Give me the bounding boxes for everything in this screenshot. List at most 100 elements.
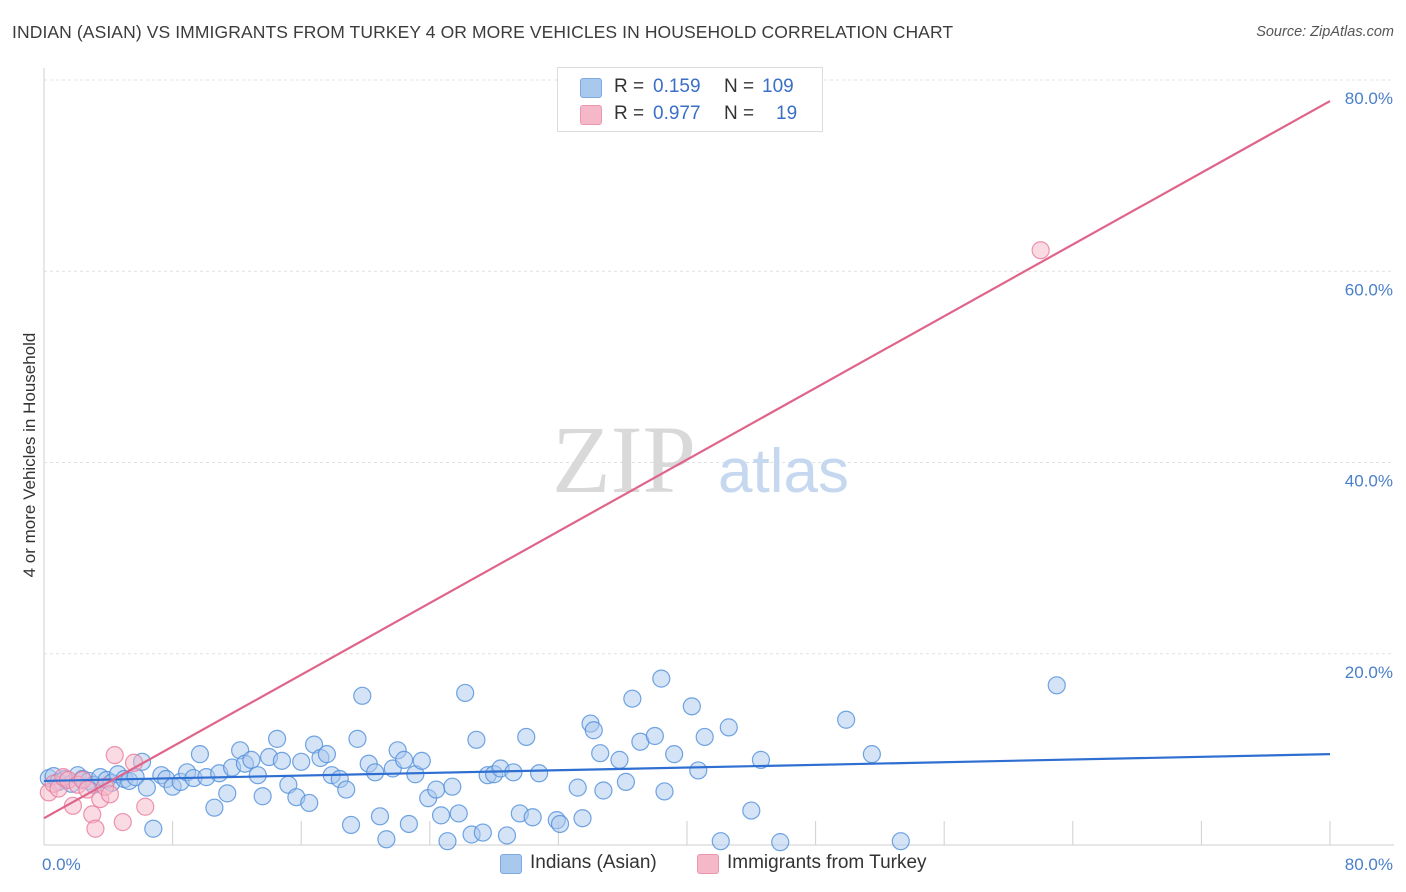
indians-point	[652, 669, 671, 688]
tick-labels: 20.0% 40.0% 60.0% 80.0% 0.0% 80.0%	[42, 89, 1393, 874]
indians-point	[655, 782, 674, 801]
y-tick-label: 80.0%	[1345, 89, 1393, 108]
indians-point	[137, 778, 156, 797]
indians-point	[144, 819, 163, 838]
indians-point	[412, 751, 431, 770]
indians-point	[353, 686, 372, 705]
indians-point	[456, 683, 475, 703]
stats-r-value: 0.977	[653, 103, 701, 124]
indians-point	[267, 729, 287, 748]
indians-point	[837, 710, 856, 729]
legend-swatch-turkey	[697, 854, 719, 874]
indians-point	[337, 780, 356, 799]
stats-r-value: 0.159	[653, 76, 701, 97]
indians-point	[394, 750, 414, 769]
indians-point	[218, 784, 237, 803]
x-tick-label: 0.0%	[42, 855, 81, 874]
trend-lines	[43, 100, 1331, 820]
stats-n-label: N =	[724, 76, 755, 97]
indians-point	[497, 826, 517, 845]
indians-point	[449, 804, 468, 823]
indians-point	[473, 823, 492, 842]
indians-point	[891, 832, 910, 851]
indians-point	[616, 772, 636, 791]
indians-point	[205, 798, 224, 817]
indians-point	[190, 745, 210, 764]
indians-point	[695, 727, 714, 747]
indians-trend-line	[43, 753, 1331, 783]
indians-point	[665, 745, 684, 764]
indians-point	[272, 751, 292, 770]
turkey-trend-line	[43, 100, 1331, 820]
y-tick-label: 40.0%	[1345, 472, 1393, 491]
indians-point	[771, 833, 790, 852]
chart-title: INDIAN (ASIAN) VS IMMIGRANTS FROM TURKEY…	[12, 22, 954, 42]
indians-point	[584, 721, 603, 740]
indians-point	[591, 744, 610, 763]
turkey-point	[100, 785, 120, 804]
indians-point	[568, 778, 587, 797]
indians-point	[253, 787, 272, 806]
indians-point	[711, 832, 730, 851]
indians-point	[751, 750, 771, 769]
turkey-point	[1031, 241, 1050, 260]
y-axis-label: 4 or more Vehicles in Household	[20, 333, 39, 578]
indians-point	[573, 809, 592, 828]
watermark-atlas: atlas	[718, 437, 849, 506]
stats-n-value: 19	[776, 103, 798, 124]
indians-point	[594, 781, 613, 800]
turkey-point	[136, 797, 155, 816]
stats-swatch-indians	[580, 78, 602, 98]
indians-point	[443, 777, 462, 796]
indians-point	[523, 808, 542, 827]
indians-point	[341, 815, 361, 835]
turkey-point	[113, 812, 132, 832]
indians-point	[550, 814, 570, 834]
stats-n-label: N =	[724, 103, 755, 124]
indians-point	[242, 750, 261, 769]
grid-lines	[44, 79, 1394, 655]
indians-point	[427, 780, 446, 799]
indians-point	[467, 730, 486, 749]
indians-point	[645, 726, 664, 746]
stats-r-label: R =	[614, 103, 645, 124]
indians-point	[317, 745, 337, 764]
indians-point	[862, 745, 881, 764]
indians-point	[517, 727, 536, 747]
indians-point	[377, 830, 396, 849]
turkey-point	[105, 746, 124, 765]
indians-point	[719, 718, 738, 737]
indians-point	[399, 814, 419, 834]
indians-point	[610, 750, 629, 769]
indians-point	[623, 689, 642, 708]
indians-point	[682, 697, 701, 716]
indians-point	[530, 764, 549, 783]
indians-point	[689, 761, 708, 780]
indians-point	[438, 832, 457, 851]
legend-label-turkey: Immigrants from Turkey	[727, 852, 927, 873]
indians-point	[431, 806, 451, 825]
indians-point	[248, 766, 267, 785]
indians-point	[742, 801, 761, 820]
data-points	[39, 241, 1066, 852]
watermark-zip: ZIP	[552, 406, 696, 513]
indians-point	[300, 793, 319, 813]
stats-r-label: R =	[614, 76, 645, 97]
x-tick-label: 80.0%	[1345, 855, 1393, 874]
stats-swatch-turkey	[580, 105, 602, 125]
legend-label-indians: Indians (Asian)	[530, 852, 657, 873]
turkey-point	[86, 819, 105, 838]
y-tick-label: 20.0%	[1345, 663, 1393, 682]
source-label: Source: ZipAtlas.com	[1256, 24, 1394, 40]
indians-point	[366, 763, 385, 782]
watermark: ZIP atlas	[552, 406, 849, 513]
y-tick-label: 60.0%	[1345, 280, 1393, 299]
legend-swatch-indians	[500, 854, 522, 874]
indians-point	[1047, 676, 1066, 695]
indians-point	[292, 752, 311, 771]
indians-point	[370, 807, 390, 826]
stats-box: R = 0.159 N = 109 R = 0.977 N = 19	[557, 67, 823, 132]
indians-point	[348, 729, 367, 748]
stats-n-value: 109	[762, 76, 794, 97]
